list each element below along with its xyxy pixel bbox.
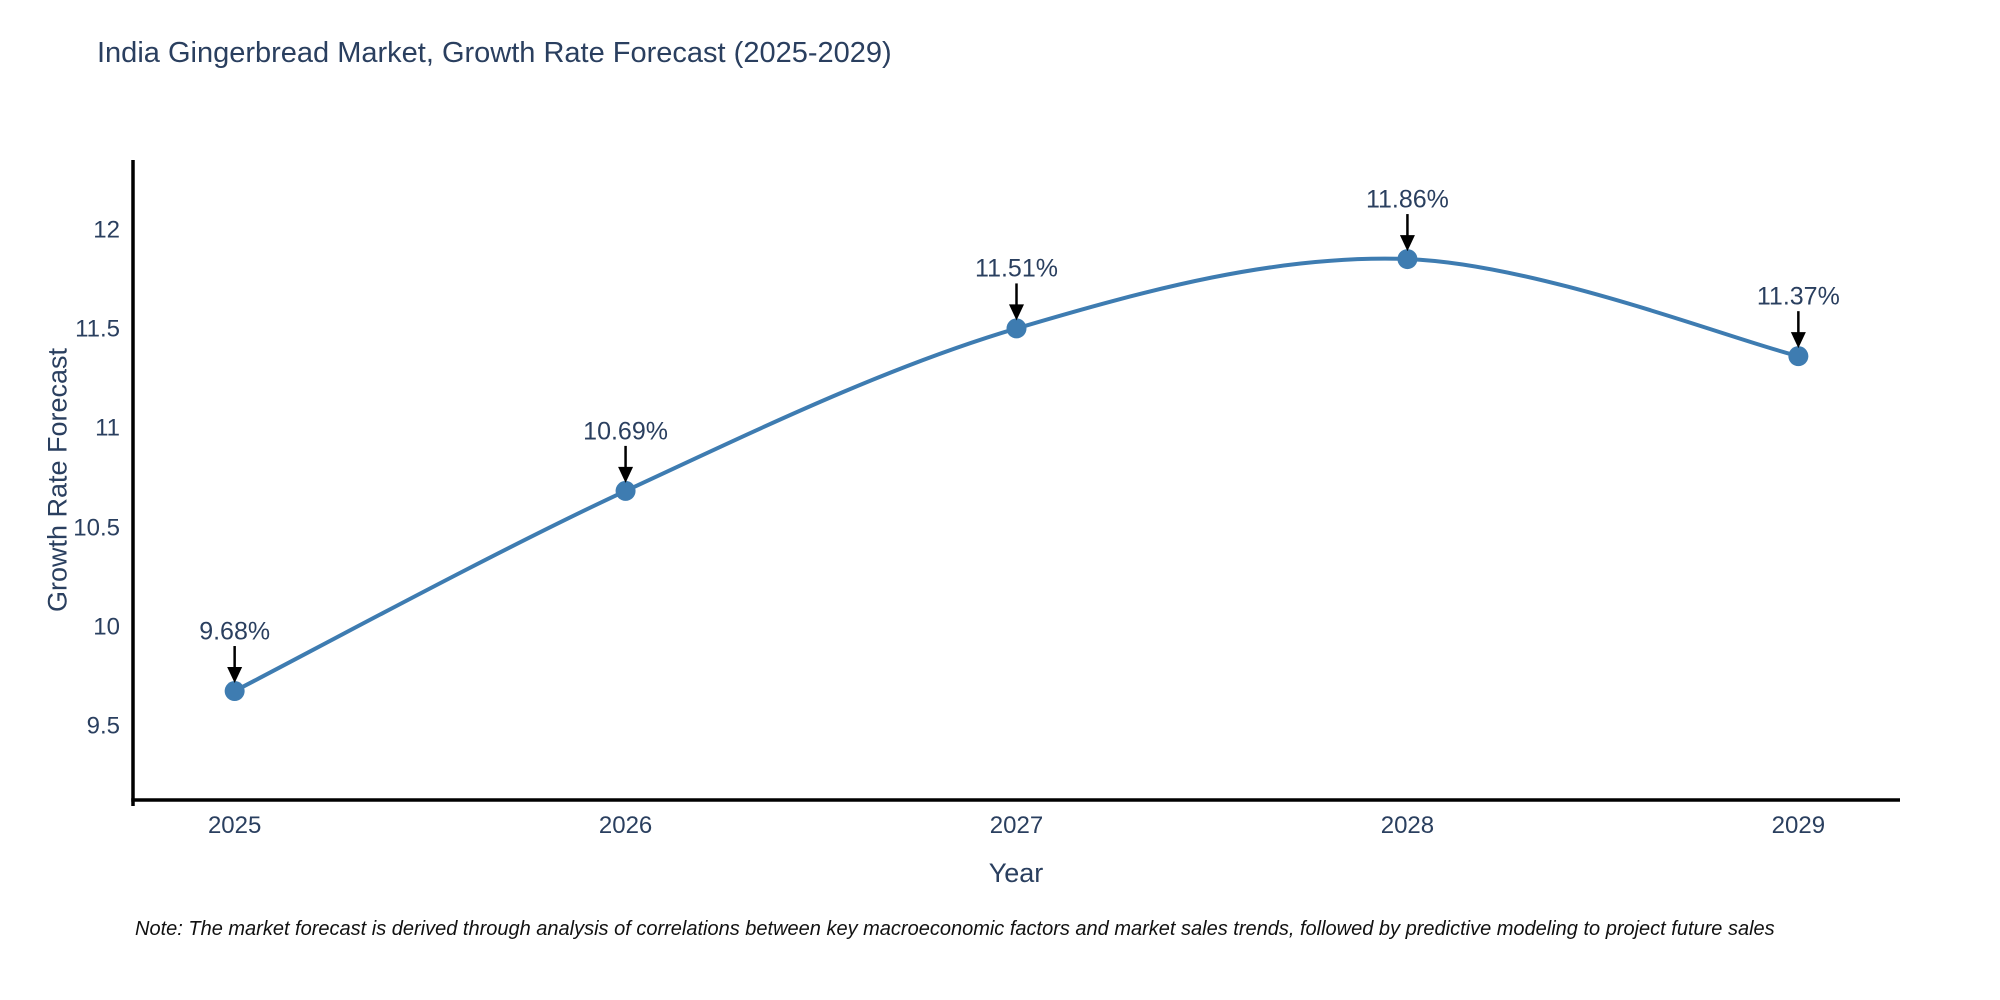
data-point-marker[interactable] [1006, 318, 1027, 339]
x-axis-title: Year [988, 858, 1044, 888]
point-value-annotation: 11.86% [1365, 185, 1449, 214]
data-point-marker[interactable] [1397, 249, 1418, 270]
data-point-marker[interactable] [615, 480, 636, 501]
x-tick-label: 2029 [1771, 812, 1826, 839]
y-tick-label: 12 [93, 216, 120, 244]
x-tick-label: 2027 [989, 812, 1044, 839]
annotation-arrowhead-icon [618, 466, 634, 483]
annotation-arrowhead-icon [227, 667, 243, 684]
y-tick-label: 11 [95, 414, 120, 442]
x-tick-label: 2028 [1380, 812, 1435, 839]
point-value-annotation: 10.69% [583, 417, 668, 446]
y-tick-label: 11.5 [75, 315, 120, 343]
y-tick-label: 10 [93, 613, 120, 641]
annotation-arrowhead-icon [1009, 304, 1024, 321]
footnote: Note: The market forecast is derived thr… [135, 918, 1775, 940]
x-tick-label: 2025 [207, 812, 262, 839]
point-value-annotation: 9.68% [199, 617, 271, 646]
point-value-annotation: 11.51% [975, 254, 1058, 283]
annotation-arrowhead-icon [1790, 332, 1806, 349]
data-point-marker[interactable] [1788, 346, 1809, 367]
point-value-annotation: 11.37% [1756, 282, 1840, 311]
data-point-marker[interactable] [224, 681, 245, 702]
y-tick-label: 10.5 [73, 513, 120, 541]
y-tick-label: 9.5 [86, 712, 120, 740]
annotation-arrowhead-icon [1399, 235, 1415, 252]
chart-title: India Gingerbread Market, Growth Rate Fo… [97, 37, 892, 69]
x-tick-label: 2026 [598, 812, 653, 839]
